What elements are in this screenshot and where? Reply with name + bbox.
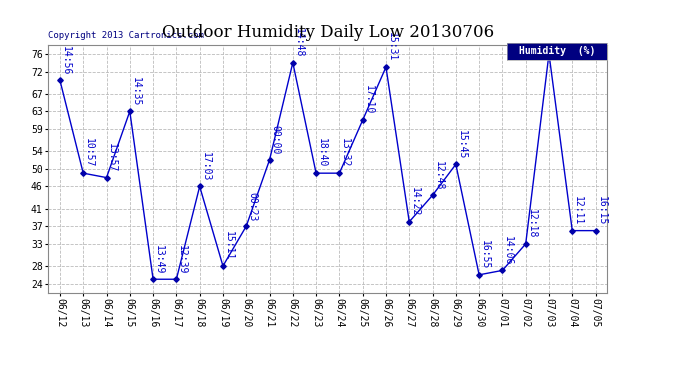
- Text: 12:11: 12:11: [573, 196, 583, 225]
- Text: 10:57: 10:57: [84, 138, 94, 168]
- Text: 15:11: 15:11: [224, 231, 234, 261]
- Text: 17:10: 17:10: [364, 86, 373, 115]
- Text: 00:23: 00:23: [247, 192, 257, 221]
- Text: 15:31: 15:31: [387, 32, 397, 62]
- Text: 15:45: 15:45: [457, 130, 466, 159]
- Text: 14:48: 14:48: [294, 28, 304, 57]
- Text: 13:49: 13:49: [154, 244, 164, 274]
- Text: 14:22: 14:22: [410, 187, 420, 216]
- Text: 12:48: 12:48: [433, 160, 444, 190]
- Text: 13:57: 13:57: [108, 143, 117, 172]
- Text: 12:18: 12:18: [526, 209, 537, 238]
- Text: 17:03: 17:03: [201, 152, 210, 181]
- Text: 16:55: 16:55: [480, 240, 490, 270]
- Text: 12:39: 12:39: [177, 244, 187, 274]
- Text: 14:35: 14:35: [130, 76, 141, 106]
- Text: 13:32: 13:32: [340, 138, 351, 168]
- Text: 16:15: 16:15: [596, 196, 607, 225]
- Text: Copyright 2013 Cartronics.com: Copyright 2013 Cartronics.com: [48, 31, 204, 40]
- Text: 18:40: 18:40: [317, 138, 327, 168]
- Text: 00:00: 00:00: [270, 125, 280, 154]
- Title: Outdoor Humidity Daily Low 20130706: Outdoor Humidity Daily Low 20130706: [161, 24, 494, 41]
- Text: 14:56: 14:56: [61, 46, 71, 75]
- Text: 14:06: 14:06: [503, 236, 513, 265]
